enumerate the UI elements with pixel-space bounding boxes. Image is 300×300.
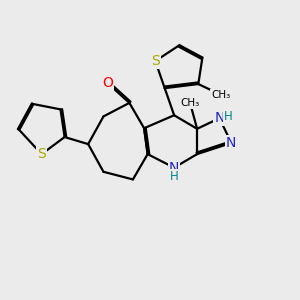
- Text: CH₃: CH₃: [180, 98, 200, 108]
- Text: N: N: [214, 111, 225, 125]
- Text: CH₃: CH₃: [211, 90, 230, 100]
- Text: N: N: [226, 136, 236, 150]
- Text: H: H: [170, 170, 178, 183]
- Text: N: N: [169, 161, 179, 175]
- Text: S: S: [151, 54, 160, 68]
- Text: H: H: [224, 110, 233, 123]
- Text: O: O: [102, 76, 113, 90]
- Text: S: S: [37, 147, 46, 161]
